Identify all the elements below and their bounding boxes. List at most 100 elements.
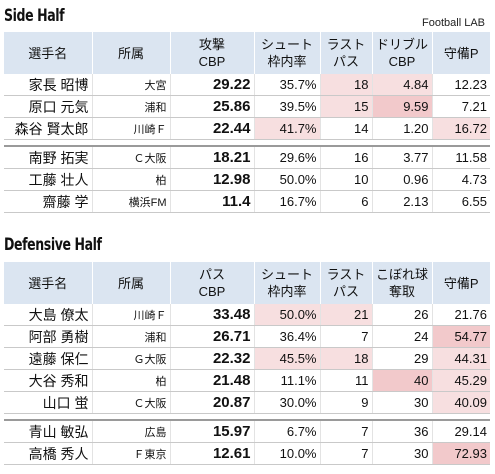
cell-name: 齋藤 学 [4, 190, 93, 213]
cell-c5: 18 [320, 347, 373, 370]
cell-c5: 9 [320, 391, 373, 414]
cell-c6: 30 [372, 442, 433, 465]
table-row: 南野 拓実 Ｃ大阪 18.21 29.6% 16 3.77 11.58 [4, 146, 490, 169]
cell-c6: 26 [372, 304, 433, 326]
cell-def: 4.73 [432, 168, 490, 191]
cell-def: 29.14 [432, 420, 490, 443]
cell-c6: 36 [372, 420, 433, 443]
cell-c6: 9.59 [372, 95, 433, 118]
cell-name: 遠藤 保仁 [4, 347, 93, 370]
cell-name: 森谷 賢太郎 [4, 117, 93, 140]
cell-c5: 7 [320, 420, 373, 443]
cell-team: 広島 [92, 420, 171, 443]
defensive-half-header-row: 選手名 所属 パス CBP シュート 枠内率 ラスト パス こぼれ球 奪取 守備P [4, 262, 490, 304]
cell-name: 山口 蛍 [4, 391, 93, 414]
cell-def: 7.21 [432, 95, 490, 118]
cell-team: 川崎Ｆ [92, 304, 171, 326]
side-half-title: Side Half [4, 6, 65, 26]
table-row: 原口 元気 浦和 25.86 39.5% 15 9.59 7.21 [4, 95, 490, 118]
cell-def: 44.31 [432, 347, 490, 370]
cell-shot: 11.1% [254, 369, 321, 392]
cell-cbp: 15.97 [170, 420, 255, 443]
cell-team: 大宮 [92, 74, 171, 96]
cell-name: 阿部 勇樹 [4, 325, 93, 348]
cell-def: 45.29 [432, 369, 490, 392]
table-row: 森谷 賢太郎 川崎Ｆ 22.44 41.7% 14 1.20 16.72 [4, 117, 490, 140]
cell-team: Ｃ大阪 [92, 391, 171, 414]
cell-c5: 16 [320, 146, 373, 169]
cell-team: 浦和 [92, 325, 171, 348]
cell-cbp: 21.48 [170, 369, 255, 392]
column-header-def: 守備P [432, 32, 490, 74]
cell-team: 浦和 [92, 95, 171, 118]
column-header-shot: シュート 枠内率 [254, 32, 321, 74]
cell-name: 工藤 壮人 [4, 168, 93, 191]
cell-cbp: 25.86 [170, 95, 255, 118]
cell-name: 青山 敏弘 [4, 420, 93, 443]
cell-shot: 36.4% [254, 325, 321, 348]
cell-c6: 3.77 [372, 146, 433, 169]
column-header-name: 選手名 [4, 262, 93, 304]
cell-shot: 16.7% [254, 190, 321, 213]
cell-cbp: 18.21 [170, 146, 255, 169]
cell-c5: 14 [320, 117, 373, 140]
defensive-half-table: 選手名 所属 パス CBP シュート 枠内率 ラスト パス こぼれ球 奪取 守備P 大島 僚… [4, 262, 490, 465]
defensive-half-title: Defensive Half [4, 235, 102, 255]
cell-cbp: 20.87 [170, 391, 255, 414]
cell-team: 横浜FM [92, 190, 171, 213]
cell-cbp: 22.32 [170, 347, 255, 370]
column-header-c5: ラスト パス [320, 262, 373, 304]
cell-def: 40.09 [432, 391, 490, 414]
table-row: 大谷 秀和柏 21.48 11.1% 11 40 45.29 [4, 369, 490, 392]
cell-c5: 11 [320, 369, 373, 392]
cell-c5: 6 [320, 190, 373, 213]
cell-def: 6.55 [432, 190, 490, 213]
cell-c6: 2.13 [372, 190, 433, 213]
cell-cbp: 29.22 [170, 74, 255, 96]
cell-shot: 29.6% [254, 146, 321, 169]
cell-team: Ｇ大阪 [92, 347, 171, 370]
cell-shot: 41.7% [254, 117, 321, 140]
cell-shot: 30.0% [254, 391, 321, 414]
cell-c5: 21 [320, 304, 373, 326]
table-row: 高橋 秀人 Ｆ東京 12.61 10.0% 7 30 72.93 [4, 442, 490, 465]
cell-cbp: 33.48 [170, 304, 255, 326]
source-label: Football LAB [422, 17, 485, 29]
column-header-c6: ドリブル CBP [372, 32, 433, 74]
cell-cbp: 12.61 [170, 442, 255, 465]
cell-shot: 10.0% [254, 442, 321, 465]
cell-shot: 50.0% [254, 168, 321, 191]
row-divider [4, 139, 490, 147]
cell-c6: 30 [372, 391, 433, 414]
cell-c6: 4.84 [372, 74, 433, 96]
cell-team: 柏 [92, 168, 171, 191]
cell-shot: 45.5% [254, 347, 321, 370]
cell-c5: 7 [320, 442, 373, 465]
column-header-team: 所属 [92, 262, 171, 304]
cell-cbp: 26.71 [170, 325, 255, 348]
divider-cell [4, 139, 490, 147]
table-row: 家長 昭博 大宮 29.22 35.7% 18 4.84 12.23 [4, 74, 490, 96]
cell-name: 高橋 秀人 [4, 442, 93, 465]
table-row: 山口 蛍 Ｃ大阪 20.87 30.0% 9 30 40.09 [4, 391, 490, 414]
cell-cbp: 11.4 [170, 190, 255, 213]
cell-name: 大島 僚太 [4, 304, 93, 326]
table-row: 阿部 勇樹 浦和 26.71 36.4% 7 24 54.77 [4, 325, 490, 348]
cell-team: Ｃ大阪 [92, 146, 171, 169]
column-header-c5: ラスト パス [320, 32, 373, 74]
cell-def: 72.93 [432, 442, 490, 465]
table-row: 工藤 壮人柏 12.98 50.0% 10 0.96 4.73 [4, 168, 490, 191]
divider-cell [4, 413, 490, 421]
cell-c6: 24 [372, 325, 433, 348]
column-header-c6: こぼれ球 奪取 [372, 262, 433, 304]
side-half-header-row: 選手名 所属 攻撃 CBP シュート 枠内率 ラスト パス ドリブル CBP 守備P [4, 32, 490, 74]
table-row: 青山 敏弘 広島 15.97 6.7% 7 36 29.14 [4, 420, 490, 443]
cell-c6: 0.96 [372, 168, 433, 191]
cell-c5: 15 [320, 95, 373, 118]
column-header-team: 所属 [92, 32, 171, 74]
column-header-name: 選手名 [4, 32, 93, 74]
cell-name: 原口 元気 [4, 95, 93, 118]
cell-c6: 29 [372, 347, 433, 370]
cell-def: 21.76 [432, 304, 490, 326]
cell-shot: 35.7% [254, 74, 321, 96]
